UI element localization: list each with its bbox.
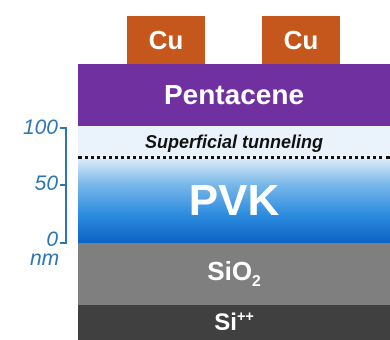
cu-electrode-right-label: Cu (283, 24, 319, 55)
superficial-tunneling-label: Superficial tunneling (144, 132, 323, 152)
sio2-base: SiO (207, 256, 253, 287)
sio2-layer: SiO2 (78, 243, 390, 305)
scale-label-50: 50 (34, 172, 58, 195)
scale-label-100: 100 (22, 116, 58, 139)
superficial-tunneling-region: Superficial tunneling (78, 126, 390, 159)
si-superscript: ++ (236, 308, 254, 325)
pentacene-label: Pentacene (163, 79, 305, 110)
sio2-subscript: 2 (252, 273, 261, 291)
cu-electrode-left-label: Cu (148, 24, 184, 55)
si-label: Si++ (214, 309, 254, 337)
pvk-label: PVK (188, 176, 280, 225)
si-layer: Si++ (78, 305, 390, 340)
pentacene-layer: Pentacene (78, 64, 390, 126)
cu-electrode-right: Cu (262, 16, 340, 64)
cu-electrode-left: Cu (127, 16, 205, 64)
thickness-scale-bracket (60, 127, 67, 244)
tunneling-boundary-line (78, 156, 390, 159)
si-base: Si (214, 308, 237, 336)
sio2-label: SiO2 (207, 256, 260, 291)
scale-unit-label: nm (30, 247, 60, 270)
scale-label-0: 0 (46, 228, 58, 251)
pvk-layer: PVK (78, 159, 390, 243)
